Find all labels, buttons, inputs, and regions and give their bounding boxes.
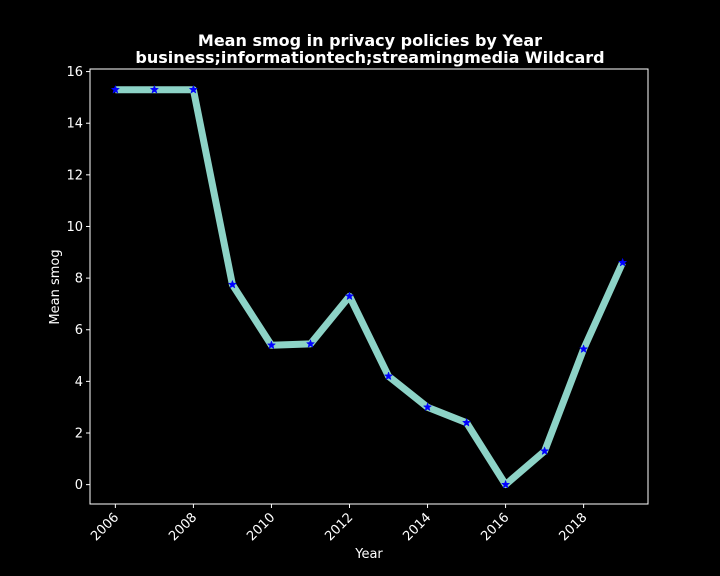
y-tick-label: 10	[66, 220, 83, 235]
data-point	[227, 279, 238, 289]
data-point	[500, 479, 511, 489]
y-tick-label: 14	[66, 117, 83, 132]
x-tick-label: 2008	[166, 510, 200, 544]
data-point	[110, 84, 121, 94]
chart-title: Mean smog in privacy policies by Year	[198, 31, 542, 50]
data-point	[617, 257, 628, 267]
data-point	[422, 402, 433, 412]
y-tick-label: 6	[75, 323, 83, 338]
y-tick-label: 0	[75, 478, 83, 493]
y-axis-label: Mean smog	[48, 249, 63, 324]
x-tick-label: 2014	[400, 510, 434, 544]
y-tick-label: 4	[75, 375, 83, 390]
data-point	[383, 371, 394, 381]
data-point	[578, 344, 589, 354]
data-point	[539, 446, 550, 456]
y-tick-label: 12	[66, 168, 83, 183]
series-line	[115, 86, 626, 489]
data-point	[149, 84, 160, 94]
data-point	[461, 417, 472, 427]
x-tick-label: 2016	[478, 510, 512, 544]
x-tick-label: 2006	[88, 510, 122, 544]
axes-frame	[89, 68, 649, 505]
x-axis: 2006 2008 2010 2012 2014 2016 2018	[88, 504, 590, 544]
y-axis: 0 2 4 6 8 10 12 14 16	[66, 65, 90, 493]
data-point	[266, 340, 277, 350]
x-tick-label: 2010	[244, 510, 278, 544]
chart-subtitle: business;informationtech;streamingmedia …	[135, 48, 604, 67]
x-tick-label: 2012	[322, 510, 356, 544]
x-axis-label: Year	[354, 547, 383, 562]
plot-area: 2006 2008 2010 2012 2014 2016 2018 0 2 4 6 8 10 12 14…	[66, 65, 649, 544]
data-point	[344, 291, 355, 301]
series-layer	[110, 84, 628, 489]
data-point	[305, 338, 316, 348]
y-tick-label: 8	[75, 272, 83, 287]
y-tick-label: 2	[75, 427, 83, 442]
y-tick-label: 16	[66, 65, 83, 80]
data-point	[188, 84, 199, 94]
x-tick-label: 2018	[556, 510, 590, 544]
